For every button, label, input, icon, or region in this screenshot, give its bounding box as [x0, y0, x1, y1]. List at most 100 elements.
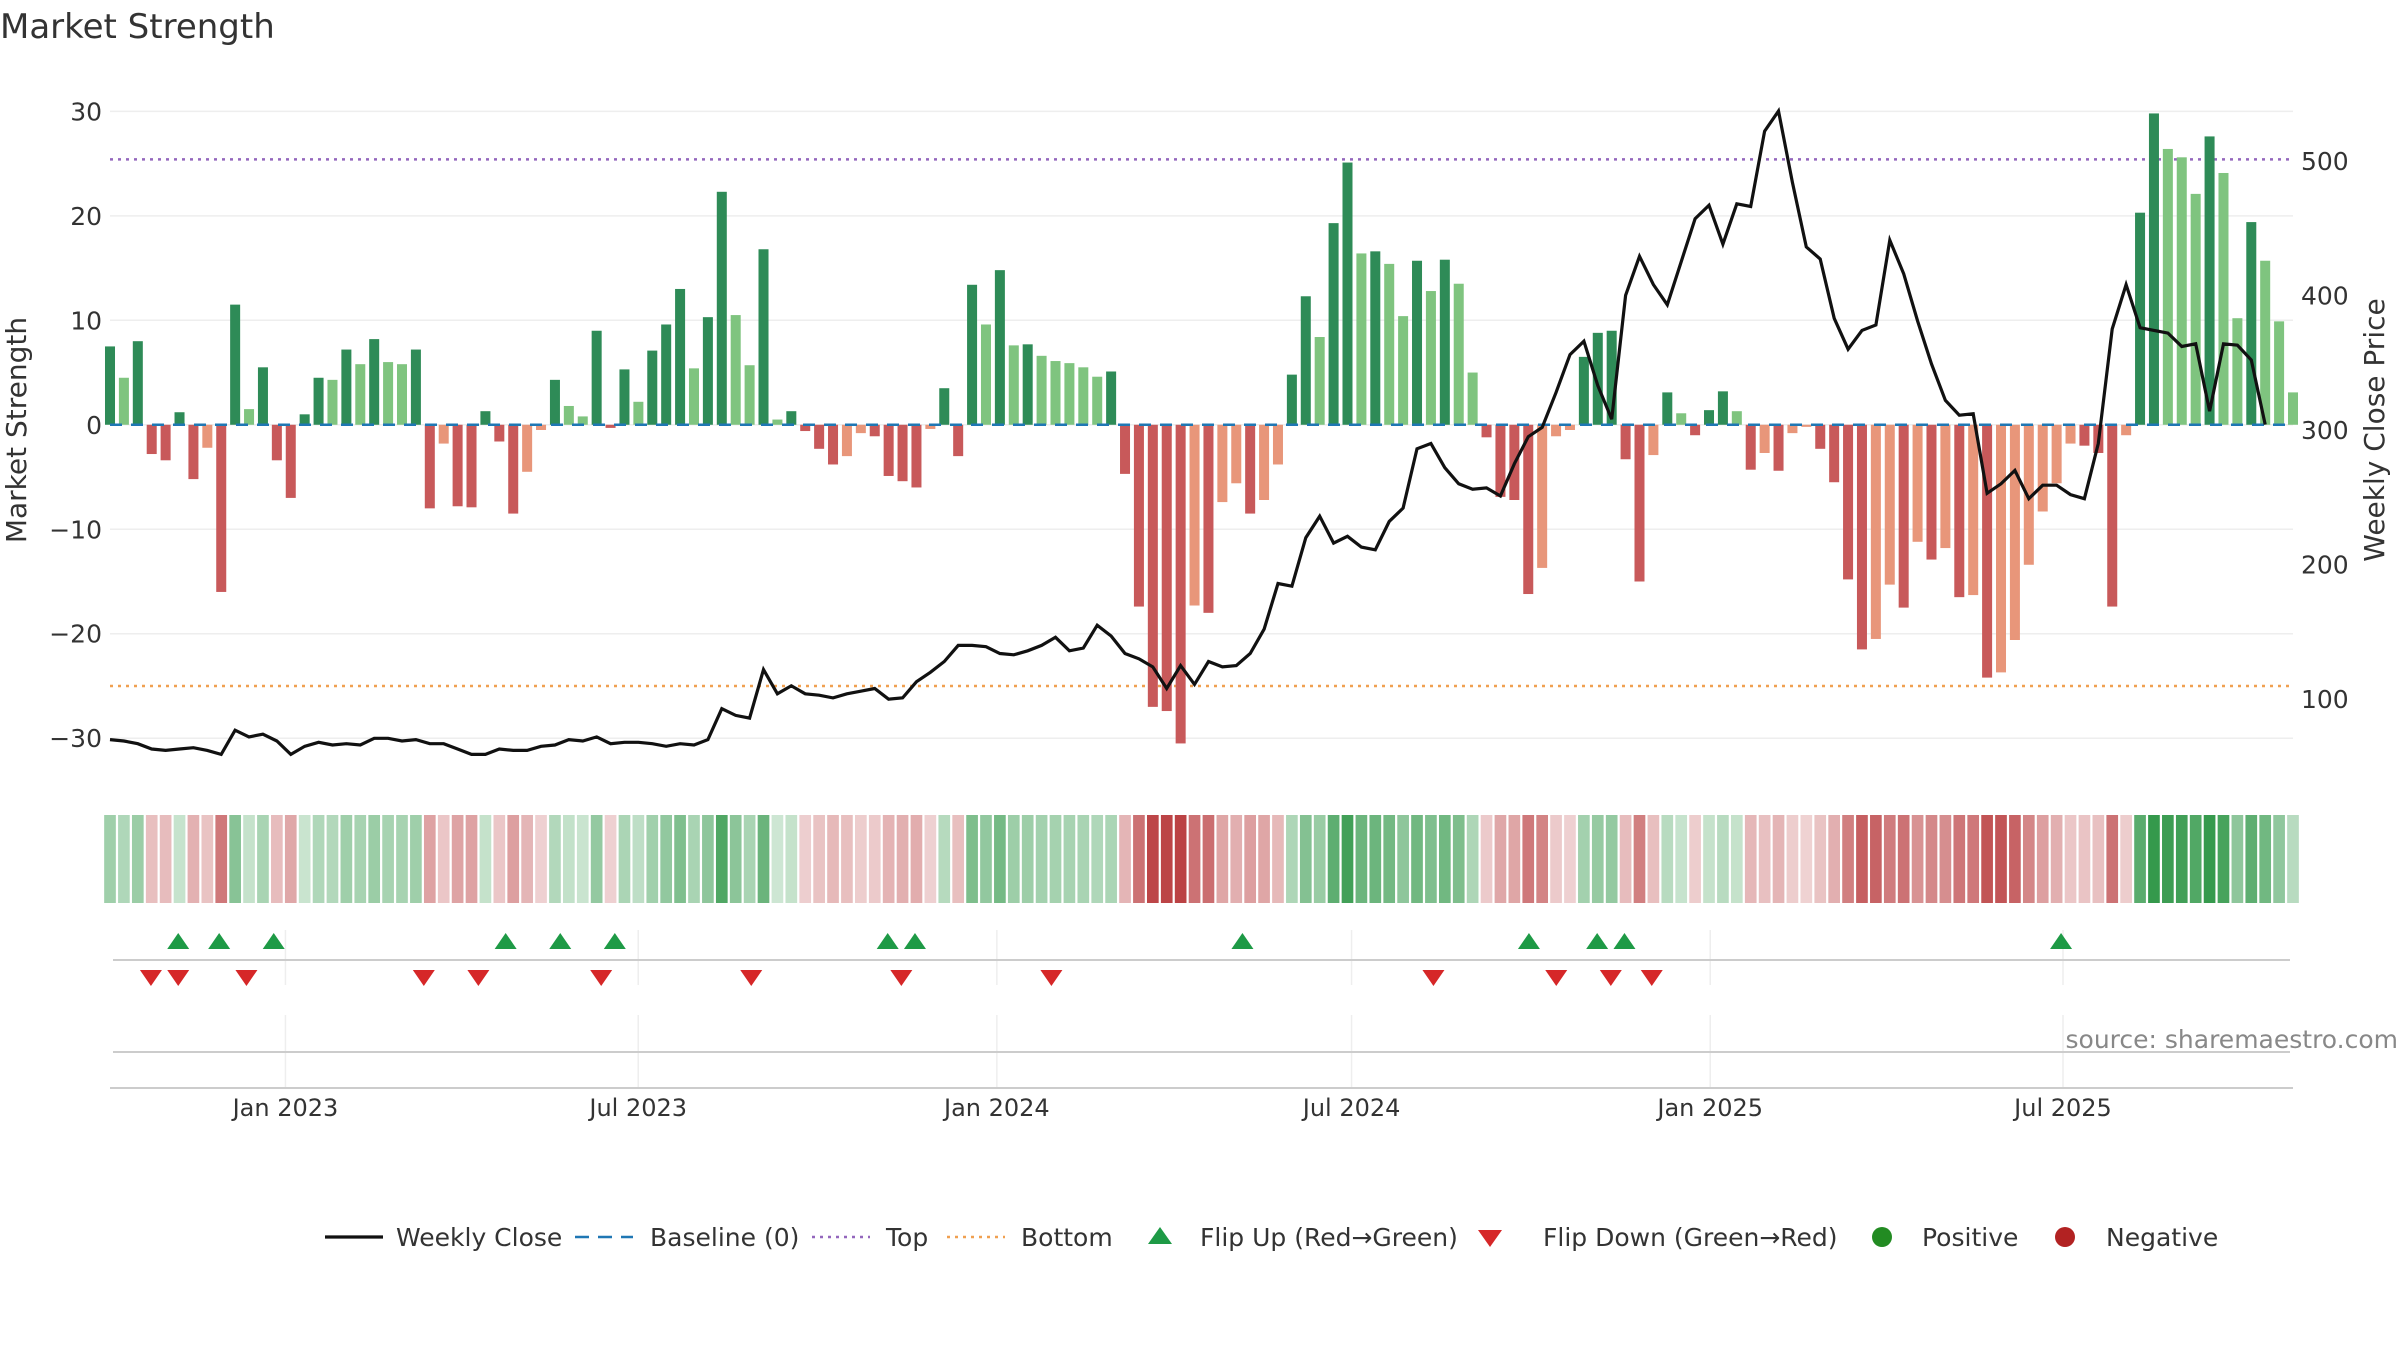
heat-cell: [1967, 815, 1980, 903]
flip-up-marker: [1517, 933, 1540, 949]
heat-cell: [1188, 815, 1201, 903]
heat-cell: [1369, 815, 1382, 903]
flip-up-marker: [2050, 933, 2073, 949]
heat-cell: [2259, 815, 2272, 903]
strength-bar: [1634, 424, 1645, 582]
legend-label: Flip Up (Red→Green): [1200, 1223, 1458, 1252]
heat-cell: [1174, 815, 1187, 903]
strength-bar: [1523, 424, 1534, 595]
strength-bar: [911, 424, 922, 488]
heat-cell: [1397, 815, 1409, 903]
strength-bar: [1092, 376, 1103, 425]
strength-bar: [2232, 318, 2243, 425]
strength-bar: [2065, 424, 2076, 444]
strength-bar: [688, 368, 699, 425]
heat-cell: [688, 815, 700, 903]
strength-heat-strip: [104, 815, 2299, 903]
source-credit: source: sharemaestro.com: [2066, 1025, 2399, 1054]
flip-down-marker: [1599, 970, 1622, 986]
heat-cell: [465, 815, 478, 903]
strength-bar: [1884, 424, 1895, 585]
heat-cell: [257, 815, 269, 903]
strength-bar: [939, 388, 950, 425]
strength-bar: [118, 377, 129, 425]
heat-cell: [2078, 815, 2091, 903]
heat-cell: [1133, 815, 1145, 903]
strength-bar: [202, 424, 213, 448]
strength-bar: [814, 424, 825, 449]
strength-bar: [633, 401, 644, 425]
flip-down-marker: [1545, 970, 1568, 986]
strength-bar: [702, 317, 713, 425]
strength-bar: [508, 424, 519, 514]
strength-bar: [1384, 263, 1395, 425]
heat-cell: [1105, 815, 1117, 903]
heat-cell: [2162, 815, 2174, 903]
legend-label: Negative: [2106, 1223, 2218, 1252]
heat-cell: [479, 815, 492, 903]
strength-bar: [1954, 424, 1965, 598]
y2-tick-label: 100: [2301, 685, 2349, 714]
strength-bar: [855, 424, 866, 434]
heat-cell: [1466, 815, 1479, 903]
strength-bar: [786, 411, 797, 425]
heat-cell: [1063, 815, 1076, 903]
heat-cell: [201, 815, 214, 903]
heat-cell: [2203, 815, 2216, 903]
heat-cell: [1591, 815, 1604, 903]
heat-cell: [1842, 815, 1854, 903]
heat-cell: [1661, 815, 1674, 903]
heat-cell: [118, 815, 130, 903]
heat-cell: [1494, 815, 1507, 903]
heat-cell: [1272, 815, 1284, 903]
strength-bar: [383, 362, 394, 425]
heat-cell: [1911, 815, 1924, 903]
legend-item: Bottom: [947, 1223, 1113, 1252]
heat-cell: [1925, 815, 1938, 903]
strength-bar: [1203, 424, 1214, 613]
heat-cell: [1550, 815, 1562, 903]
heat-cell: [312, 815, 325, 903]
heat-cell: [1327, 815, 1340, 903]
heat-cell: [1411, 815, 1423, 903]
heat-cell: [1536, 815, 1548, 903]
heat-cell: [952, 815, 965, 903]
flip-down-marker: [1422, 970, 1445, 986]
legend-flip-up-swatch: [1148, 1227, 1172, 1244]
flip-down-marker: [167, 970, 190, 986]
heat-cell: [980, 815, 992, 903]
strength-bar: [1370, 251, 1381, 425]
heat-cell: [1049, 815, 1062, 903]
strength-bar: [841, 424, 852, 457]
strength-bar: [1564, 424, 1575, 430]
strength-bar: [883, 424, 894, 476]
strength-bar: [1286, 374, 1297, 425]
strength-bar: [1690, 424, 1701, 436]
strength-bar: [577, 416, 588, 425]
heat-cell: [159, 815, 172, 903]
heat-cell: [271, 815, 283, 903]
heat-cell: [423, 815, 436, 903]
heat-cell: [1077, 815, 1090, 903]
reference-lines: [110, 158, 2293, 688]
x-tick-label: Jan 2024: [942, 1094, 1050, 1122]
heat-cell: [1578, 815, 1590, 903]
strength-bar: [716, 191, 727, 425]
heat-cell: [882, 815, 895, 903]
strength-bar: [1829, 424, 1840, 483]
strength-bar: [744, 365, 755, 425]
legend-item: Baseline (0): [575, 1223, 799, 1252]
heat-cell: [1007, 815, 1020, 903]
heat-cell: [1995, 815, 2007, 903]
flip-up-marker: [167, 933, 190, 949]
heat-cell: [1035, 815, 1048, 903]
heat-cell: [1675, 815, 1688, 903]
strength-bar: [1147, 424, 1158, 707]
heat-cell: [2022, 815, 2035, 903]
strength-bar: [619, 369, 630, 425]
heat-cell: [521, 815, 533, 903]
heat-cell: [1564, 815, 1576, 903]
strength-bar: [438, 424, 449, 444]
flip-down-marker: [412, 970, 435, 986]
flip-down-marker: [1640, 970, 1663, 986]
